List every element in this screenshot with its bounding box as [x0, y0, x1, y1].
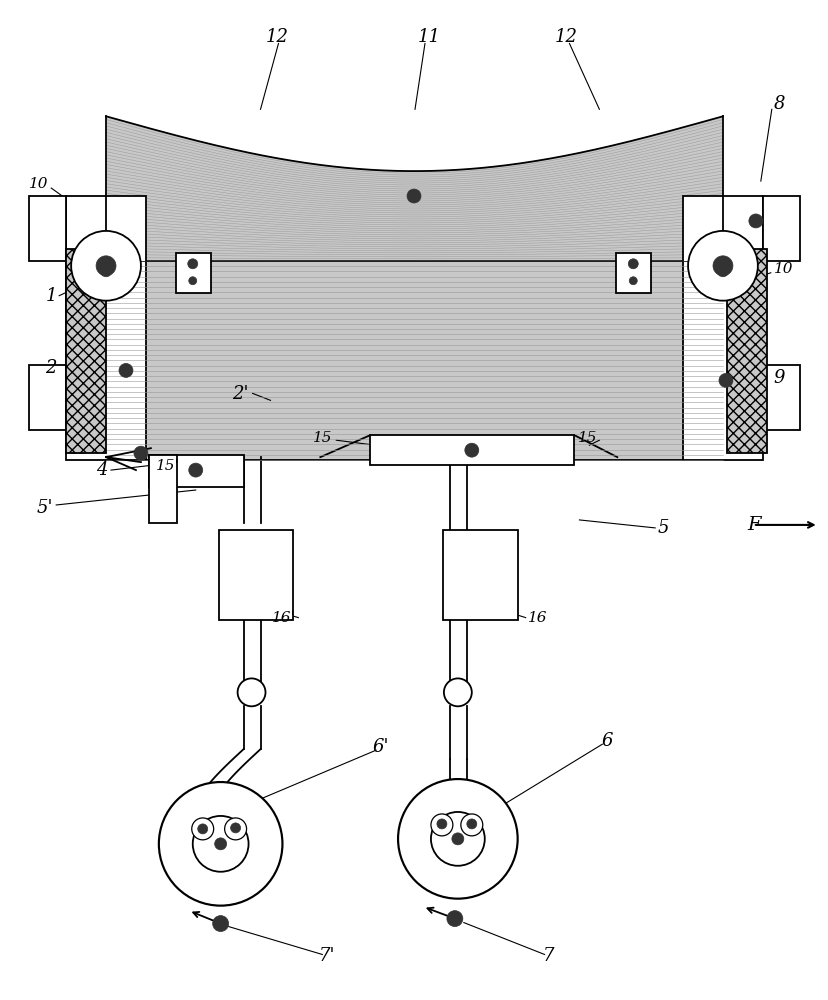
Bar	[442, 530, 517, 620]
Text: 15: 15	[577, 431, 597, 445]
Bar	[762, 196, 799, 261]
Circle shape	[119, 363, 132, 377]
Text: 6: 6	[600, 732, 612, 750]
Circle shape	[193, 816, 248, 872]
Circle shape	[189, 463, 203, 477]
Circle shape	[748, 214, 762, 228]
Text: 7: 7	[542, 947, 553, 965]
Circle shape	[213, 916, 229, 932]
Text: 16: 16	[527, 611, 546, 625]
Bar	[29, 196, 66, 261]
Text: 16': 16'	[272, 611, 295, 625]
Bar	[66, 196, 146, 460]
Bar	[176, 253, 210, 293]
Text: 7': 7'	[318, 947, 335, 965]
Bar	[370, 435, 574, 465]
Circle shape	[214, 838, 226, 850]
Text: 9: 9	[773, 369, 784, 387]
Text: 8: 8	[773, 95, 784, 113]
Circle shape	[198, 824, 208, 834]
Bar	[762, 365, 799, 430]
Text: 12: 12	[554, 28, 577, 46]
Bar	[219, 530, 293, 620]
Circle shape	[159, 782, 282, 906]
Bar	[106, 261, 722, 460]
Circle shape	[238, 678, 265, 706]
Bar	[149, 455, 176, 523]
Circle shape	[443, 678, 471, 706]
Bar	[29, 365, 66, 430]
Text: 35: 35	[70, 443, 89, 457]
Circle shape	[465, 443, 479, 457]
Text: 15': 15'	[156, 459, 180, 473]
Circle shape	[718, 373, 732, 387]
Circle shape	[187, 259, 198, 269]
Circle shape	[460, 814, 482, 836]
Bar	[149, 455, 243, 487]
Bar	[615, 253, 651, 293]
Text: 2: 2	[45, 359, 56, 377]
Circle shape	[191, 818, 214, 840]
Text: 6': 6'	[372, 738, 388, 756]
Text: 10: 10	[773, 262, 792, 276]
Circle shape	[628, 277, 637, 285]
Circle shape	[407, 189, 421, 203]
Circle shape	[230, 823, 240, 833]
Text: 4: 4	[96, 461, 108, 479]
Bar	[66, 249, 106, 453]
Bar	[726, 249, 766, 453]
Circle shape	[397, 779, 517, 899]
Circle shape	[466, 819, 476, 829]
Text: F: F	[746, 516, 759, 534]
Circle shape	[96, 256, 116, 276]
Circle shape	[436, 819, 446, 829]
Text: 11: 11	[417, 28, 440, 46]
Circle shape	[628, 259, 638, 269]
Text: 5': 5'	[36, 499, 53, 517]
Text: 2': 2'	[232, 385, 248, 403]
Circle shape	[431, 814, 452, 836]
Circle shape	[224, 818, 246, 840]
Circle shape	[712, 256, 732, 276]
Circle shape	[100, 265, 112, 277]
Circle shape	[189, 277, 196, 285]
Text: 15: 15	[312, 431, 332, 445]
Circle shape	[451, 833, 464, 845]
Circle shape	[134, 446, 147, 460]
Text: 5: 5	[657, 519, 668, 537]
Circle shape	[446, 911, 462, 927]
Circle shape	[716, 265, 728, 277]
Bar	[682, 196, 762, 460]
Text: 1: 1	[46, 287, 57, 305]
Text: 12: 12	[265, 28, 288, 46]
Circle shape	[71, 231, 141, 301]
Circle shape	[687, 231, 757, 301]
Text: 10: 10	[29, 177, 48, 191]
Circle shape	[431, 812, 484, 866]
